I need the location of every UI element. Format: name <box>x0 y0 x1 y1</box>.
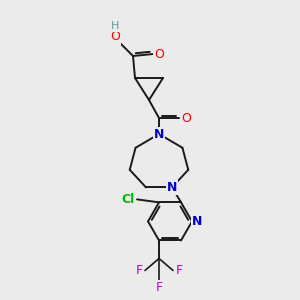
Text: O: O <box>181 112 191 124</box>
Text: N: N <box>154 128 164 140</box>
Text: N: N <box>167 181 177 194</box>
Text: F: F <box>176 264 183 277</box>
Text: F: F <box>136 264 142 277</box>
Text: O: O <box>110 31 120 44</box>
Text: H: H <box>111 21 119 31</box>
Text: F: F <box>155 281 163 294</box>
Text: O: O <box>154 47 164 61</box>
Text: Cl: Cl <box>122 193 135 206</box>
Text: N: N <box>192 215 202 228</box>
